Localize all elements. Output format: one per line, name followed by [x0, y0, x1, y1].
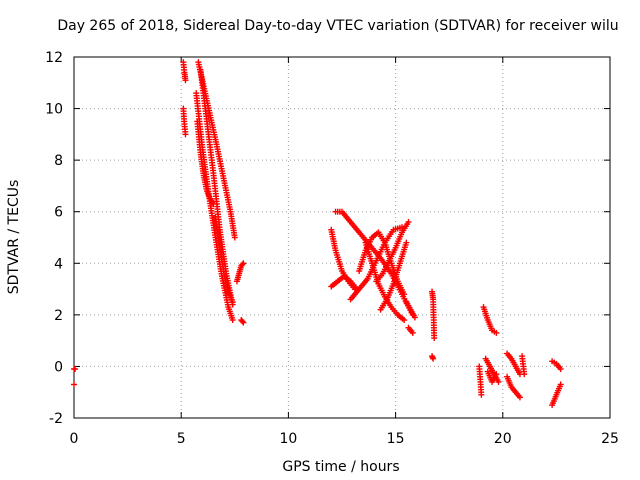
- x-tick-label: 0: [70, 431, 79, 447]
- data-point: [557, 381, 564, 388]
- y-tick-labels: -2 0 2 4 6 8 10 12: [45, 50, 63, 427]
- x-tick-label: 10: [279, 431, 297, 447]
- x-tick-label: 20: [494, 431, 512, 447]
- data-point: [521, 371, 528, 378]
- grid-lines: [74, 57, 610, 418]
- data-point: [431, 335, 438, 342]
- y-tick-label: 4: [54, 256, 63, 272]
- y-tick-label: 8: [54, 153, 63, 169]
- data-point: [71, 381, 77, 388]
- data-point: [239, 261, 246, 268]
- data-point: [411, 314, 418, 321]
- x-axis-label: GPS time / hours: [282, 459, 399, 475]
- y-axis-label: SDTVAR / TECUs: [6, 180, 22, 295]
- y-tick-label: 2: [54, 308, 63, 324]
- data-point: [182, 77, 189, 84]
- x-tick-label: 5: [177, 431, 186, 447]
- data-point: [72, 366, 79, 373]
- y-tick-label: 0: [54, 359, 63, 375]
- data-point: [182, 131, 189, 138]
- data-point: [401, 291, 408, 298]
- y-tick-label: 10: [45, 102, 63, 118]
- data-point: [557, 366, 564, 373]
- chart-title: Day 265 of 2018, Sidereal Day-to-day VTE…: [57, 18, 618, 34]
- axis-ticks: [73, 56, 611, 419]
- data-point: [493, 371, 500, 378]
- data-point: [210, 200, 217, 207]
- data-point: [240, 260, 247, 267]
- data-point: [239, 318, 246, 325]
- plot-frame: [73, 56, 611, 419]
- data-point: [240, 319, 247, 326]
- data-point: [478, 391, 485, 398]
- data-point: [405, 219, 412, 226]
- data-points: [71, 59, 564, 409]
- x-tick-label: 15: [387, 431, 405, 447]
- y-tick-label: 12: [45, 50, 63, 66]
- y-tick-label: 6: [54, 205, 63, 221]
- data-point: [401, 317, 408, 324]
- data-point: [229, 317, 236, 324]
- data-point: [231, 234, 238, 241]
- data-point: [403, 239, 410, 246]
- y-tick-label: -2: [49, 411, 63, 427]
- data-point: [495, 378, 502, 385]
- data-point: [229, 298, 236, 305]
- x-tick-labels: 0 5 10 15 20 25: [70, 431, 619, 447]
- data-point: [409, 329, 416, 336]
- x-tick-label: 25: [601, 431, 619, 447]
- data-point: [430, 355, 437, 362]
- data-point: [516, 394, 523, 401]
- data-point: [493, 329, 500, 336]
